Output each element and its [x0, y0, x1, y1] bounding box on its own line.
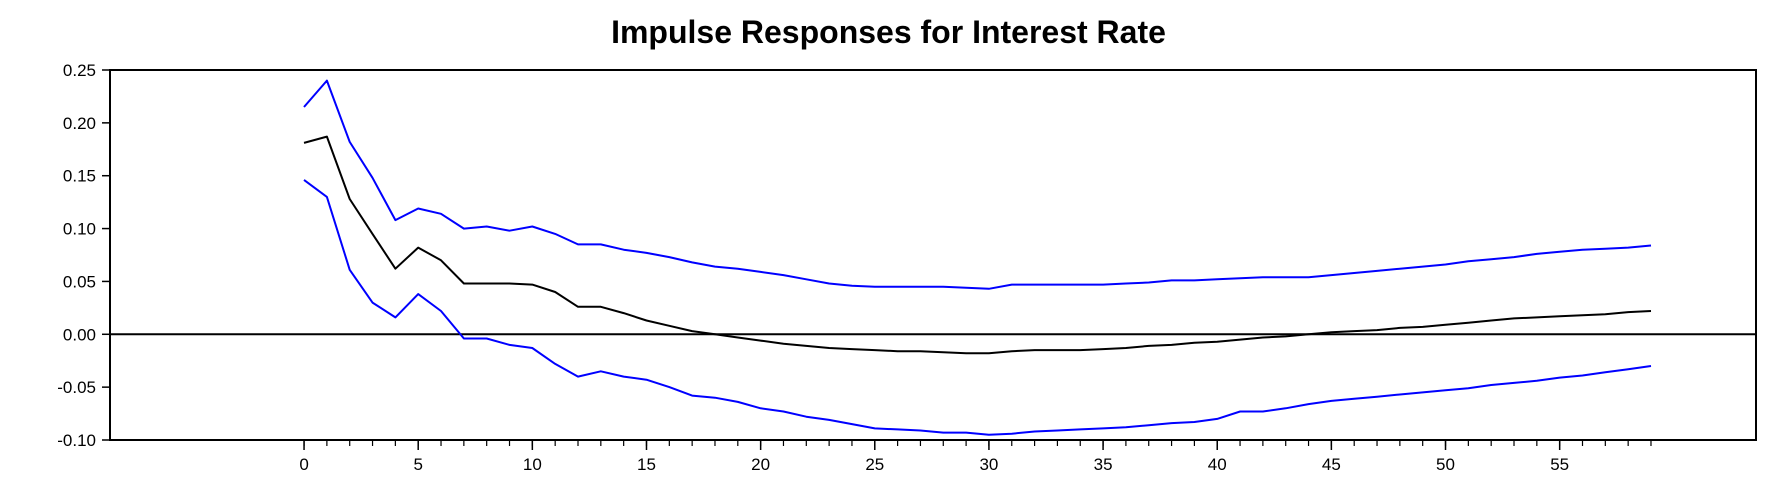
x-tick-label: 20: [751, 455, 770, 474]
y-tick-label: 0.15: [63, 167, 96, 186]
x-tick-label: 35: [1094, 455, 1113, 474]
y-tick-label: 0.25: [63, 61, 96, 80]
x-tick-label: 25: [865, 455, 884, 474]
y-tick-label: -0.10: [57, 431, 96, 450]
x-tick-label: 0: [299, 455, 308, 474]
y-tick-label: -0.05: [57, 378, 96, 397]
lower-band-line: [303, 179, 1652, 436]
plot-frame: [109, 69, 1757, 441]
y-tick-label: 0.20: [63, 114, 96, 133]
impulse-response-line: [303, 135, 1652, 355]
x-tick-label: 10: [523, 455, 542, 474]
y-tick-label: 0.10: [63, 220, 96, 239]
chart-title: Impulse Responses for Interest Rate: [611, 14, 1166, 50]
x-tick-label: 45: [1322, 455, 1341, 474]
x-axis: 0 5 10 15 20 25 30 35 40 45 50 55: [299, 440, 1652, 474]
y-axis: -0.10 -0.05 0.00 0.05 0.10 0.15 0.20 0.25: [57, 61, 110, 450]
x-tick-label: 30: [979, 455, 998, 474]
series-layer: [303, 79, 1652, 436]
x-tick-label: 40: [1208, 455, 1227, 474]
x-tick-label: 5: [413, 455, 422, 474]
x-tick-label: 50: [1436, 455, 1455, 474]
y-tick-label: 0.00: [63, 325, 96, 344]
upper-band-line: [303, 79, 1652, 290]
x-tick-label: 55: [1550, 455, 1569, 474]
y-tick-label: 0.05: [63, 272, 96, 291]
x-tick-label: 15: [637, 455, 656, 474]
